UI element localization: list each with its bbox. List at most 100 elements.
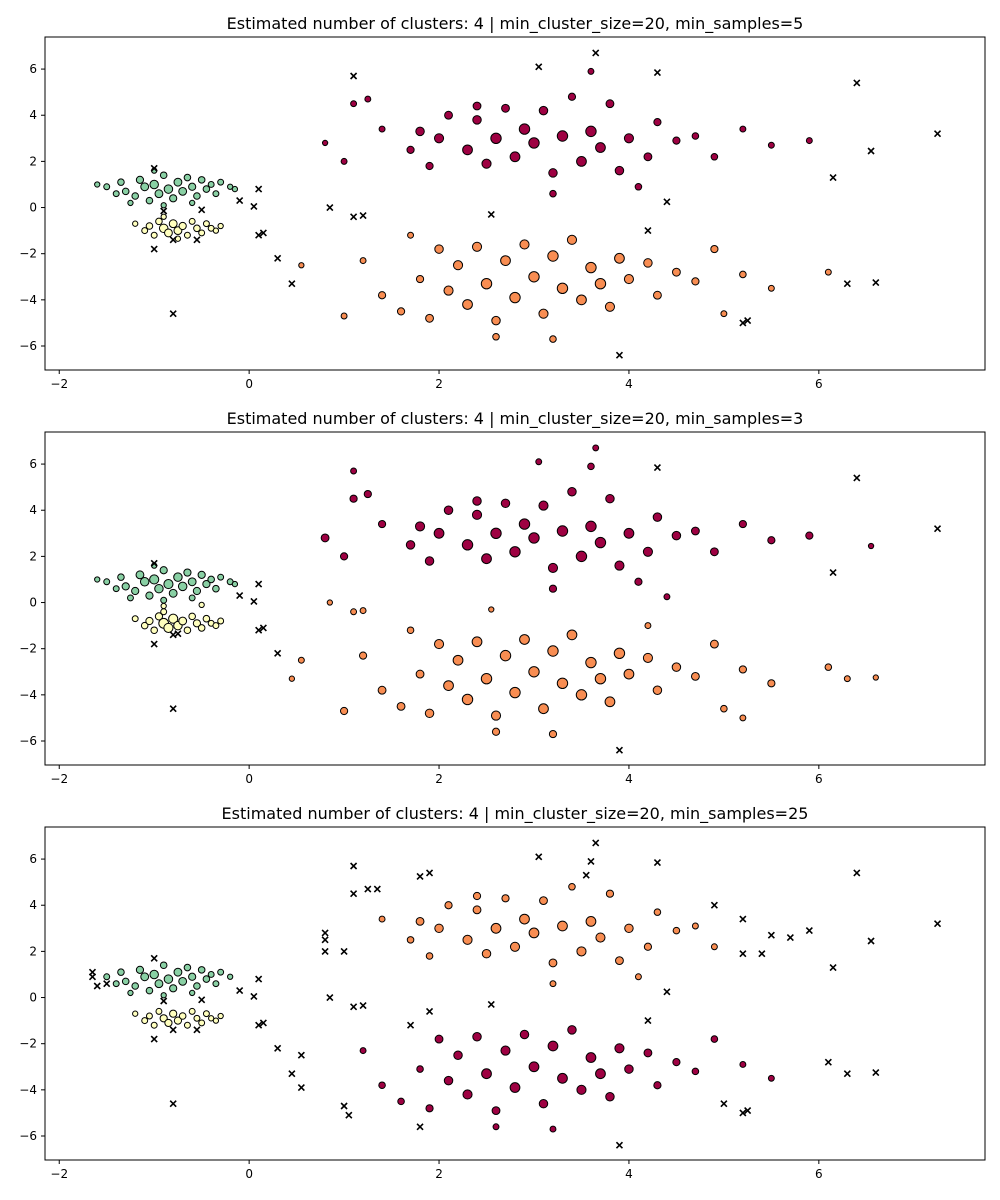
cluster-point xyxy=(653,290,662,300)
cluster-point xyxy=(149,574,160,585)
cluster-point xyxy=(121,977,130,986)
cluster-point xyxy=(767,141,775,149)
cluster-point xyxy=(624,1064,634,1074)
cluster-point xyxy=(623,274,634,285)
noise-point xyxy=(350,890,358,898)
cluster-point xyxy=(396,307,406,316)
cluster-point xyxy=(178,976,188,986)
cluster-point xyxy=(178,186,188,196)
cluster-point xyxy=(528,1061,540,1073)
noise-point xyxy=(326,203,334,212)
noise-point xyxy=(321,947,329,955)
cluster-point xyxy=(642,546,653,557)
cluster-point xyxy=(843,675,851,683)
cluster-point xyxy=(585,261,597,274)
cluster-point xyxy=(131,615,139,623)
cluster-point xyxy=(492,1123,500,1131)
y-tick-label: 6 xyxy=(29,852,37,866)
cluster-point xyxy=(462,934,473,945)
noise-point xyxy=(644,1017,652,1025)
noise-point xyxy=(587,857,595,865)
cluster-point xyxy=(320,533,330,543)
data-points xyxy=(88,839,942,1149)
cluster-point xyxy=(805,137,813,145)
noise-point xyxy=(487,210,495,219)
noise-point xyxy=(359,1002,367,1010)
cluster-point xyxy=(452,654,464,666)
cluster-point xyxy=(605,493,615,504)
cluster-point xyxy=(576,946,587,957)
cluster-point xyxy=(202,975,211,983)
noise-point xyxy=(259,229,267,237)
cluster-point xyxy=(192,619,202,628)
cluster-point xyxy=(643,258,653,268)
cluster-point xyxy=(178,1012,187,1020)
noise-point xyxy=(93,982,101,990)
cluster-point xyxy=(547,562,559,573)
cluster-point xyxy=(197,624,206,632)
cluster-point xyxy=(149,179,159,190)
cluster-point xyxy=(425,1104,434,1113)
cluster-point xyxy=(568,882,576,891)
cluster-point xyxy=(710,244,719,254)
cluster-point xyxy=(183,1021,191,1029)
cluster-point xyxy=(103,973,111,981)
cluster-point xyxy=(519,1029,530,1040)
x-tick-label: 0 xyxy=(245,377,253,391)
cluster-point xyxy=(197,966,206,974)
cluster-point xyxy=(623,133,634,144)
cluster-point xyxy=(183,963,192,972)
x-tick-label: 4 xyxy=(625,1167,633,1181)
noise-point xyxy=(169,310,177,318)
noise-point xyxy=(853,474,861,482)
noise-point xyxy=(843,280,851,288)
noise-point xyxy=(853,869,861,877)
cluster-point xyxy=(556,525,569,537)
noise-point xyxy=(933,525,942,533)
noise-point xyxy=(853,79,861,87)
noise-point xyxy=(786,933,794,942)
cluster-point xyxy=(425,313,434,323)
cluster-point xyxy=(538,500,549,511)
noise-point xyxy=(321,929,329,937)
cluster-point xyxy=(415,274,425,284)
cluster-point xyxy=(189,199,196,207)
cluster-point xyxy=(567,1025,577,1035)
noise-point xyxy=(160,207,168,215)
cluster-point xyxy=(528,271,540,283)
noise-point xyxy=(259,624,267,632)
cluster-point xyxy=(188,217,196,225)
noise-point xyxy=(340,947,348,955)
cluster-point xyxy=(509,291,521,304)
cluster-point xyxy=(378,125,386,133)
cluster-point xyxy=(433,133,445,144)
cluster-point xyxy=(163,622,174,633)
subplot-1: Estimated number of clusters: 4 | min_cl… xyxy=(0,0,1000,395)
cluster-point xyxy=(434,923,444,934)
cluster-point xyxy=(443,285,454,296)
cluster-point xyxy=(183,626,192,635)
noise-point xyxy=(406,1021,415,1029)
cluster-point xyxy=(549,1125,557,1133)
cluster-point xyxy=(738,519,747,529)
noise-point xyxy=(250,597,258,605)
cluster-point xyxy=(592,444,600,452)
noise-point xyxy=(582,871,590,879)
cluster-point xyxy=(644,622,652,630)
cluster-point xyxy=(168,588,178,598)
cluster-point xyxy=(690,671,700,681)
cluster-point xyxy=(202,614,211,623)
noise-point xyxy=(592,49,600,57)
cluster-point xyxy=(643,152,653,162)
y-tick-label: 2 xyxy=(29,944,37,958)
cluster-point xyxy=(566,234,578,245)
cluster-point xyxy=(613,647,626,660)
cluster-point xyxy=(154,189,164,199)
cluster-point xyxy=(461,693,474,706)
cluster-point xyxy=(145,591,154,600)
cluster-point xyxy=(548,958,558,968)
noise-point xyxy=(653,68,661,77)
cluster-point xyxy=(127,199,134,207)
cluster-point xyxy=(364,95,372,103)
cluster-point xyxy=(378,1081,386,1090)
